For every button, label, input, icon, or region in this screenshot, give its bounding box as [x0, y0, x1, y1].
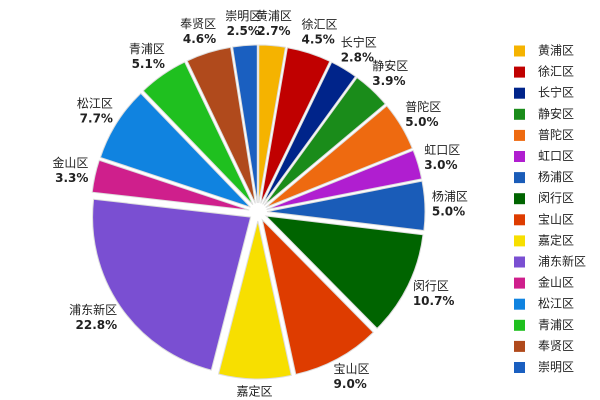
slice-value-label: 3.9%: [372, 74, 405, 88]
legend-label: 黄浦区: [538, 44, 574, 58]
legend-label: 青浦区: [538, 318, 574, 332]
slice-label: 虹口区: [424, 143, 460, 157]
legend-swatch: [514, 45, 525, 57]
pie-slice: [263, 76, 386, 206]
legend-label: 奉贤区: [538, 339, 574, 353]
slice-label: 崇明区: [225, 9, 261, 23]
slice-label: 浦东新区: [69, 302, 117, 317]
legend-swatch: [514, 108, 525, 120]
slice-label: 松江区: [77, 96, 113, 110]
pie-slice: [264, 215, 424, 330]
slice-label: 杨浦区: [432, 188, 468, 203]
legend-swatch: [514, 193, 525, 205]
legend-label: 嘉定区: [538, 232, 574, 247]
legend-swatch: [514, 340, 525, 352]
slice-value-label: 5.0%: [405, 115, 438, 129]
slice-value-label: 2.5%: [227, 24, 260, 38]
pie-slice: [217, 220, 292, 380]
legend-label: 徐汇区: [538, 64, 574, 79]
legend-swatch: [514, 172, 525, 184]
slice-value-label: 5.1%: [132, 57, 165, 71]
legend-swatch: [514, 129, 525, 141]
pie-slice: [186, 46, 256, 204]
legend-swatch: [514, 298, 525, 310]
legend-swatch: [514, 235, 525, 247]
pie-slice: [261, 218, 375, 375]
legend-label: 长宁区: [538, 85, 574, 100]
slice-label: 徐汇区: [302, 17, 338, 32]
slice-label: 奉贤区: [180, 17, 216, 31]
legend-label: 虹口区: [538, 149, 574, 163]
slice-value-label: 4.6%: [183, 32, 216, 46]
slice-value-label: 2.7%: [257, 24, 290, 38]
pie-slice: [142, 61, 254, 205]
pie-slice: [91, 159, 250, 211]
slice-label: 金山区: [52, 155, 88, 170]
legend-swatch: [514, 319, 525, 331]
pie-slice: [260, 47, 331, 204]
legend-label: 浦东新区: [538, 254, 586, 269]
pie-slice: [266, 149, 423, 210]
slice-value-label: 4.5%: [302, 33, 335, 47]
legend-label: 金山区: [538, 275, 574, 290]
legend-label: 崇明区: [538, 360, 574, 374]
slice-value-label: 3.3%: [55, 171, 88, 185]
slice-label: 长宁区: [341, 34, 377, 49]
slice-label: 宝山区: [334, 362, 370, 376]
legend-swatch: [514, 362, 525, 373]
legend-label: 杨浦区: [538, 169, 574, 184]
slice-value-label: 3.0%: [424, 158, 457, 172]
slice-value-label: 5.0%: [432, 204, 465, 218]
pie-slice: [262, 61, 357, 205]
pie-slice: [265, 105, 413, 208]
slice-value-label: 9.0%: [334, 377, 367, 391]
legend-swatch: [514, 151, 525, 162]
slice-label: 静安区: [372, 58, 408, 73]
legend-label: 宝山区: [538, 212, 574, 226]
slice-label: 青浦区: [129, 42, 165, 56]
legend-swatch: [514, 66, 525, 78]
legend-swatch: [514, 214, 525, 226]
legend-swatch: [514, 256, 525, 268]
slice-label: 普陀区: [405, 99, 441, 114]
pie-slice: [232, 44, 258, 204]
slice-value-label: 7.7%: [80, 111, 113, 125]
pie-slice: [266, 180, 426, 232]
pie-slice: [99, 92, 251, 208]
pie-slice: [258, 44, 287, 204]
slice-value-label: 2.8%: [341, 50, 374, 64]
legend-label: 松江区: [538, 297, 574, 311]
legend-swatch: [514, 87, 525, 99]
legend-label: 普陀区: [538, 127, 574, 142]
slice-value-label: 22.8%: [76, 318, 118, 332]
slice-label: 黄浦区: [256, 9, 292, 23]
pie-slice: [92, 198, 252, 371]
legend-swatch: [514, 277, 525, 289]
legend-label: 闵行区: [538, 190, 574, 205]
slice-value-label: 10.7%: [413, 294, 455, 308]
slice-label: 闵行区: [413, 278, 449, 293]
slice-label: 嘉定区: [236, 383, 272, 398]
legend-label: 静安区: [538, 106, 574, 121]
